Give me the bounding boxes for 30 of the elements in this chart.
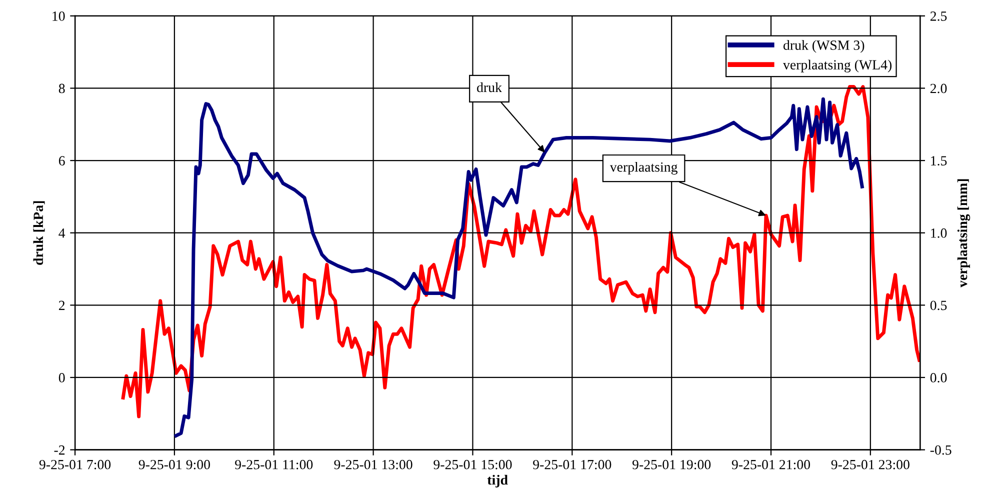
y-tick-label: 8 [58,84,65,94]
legend-label: druk (WSM 3) [783,40,864,53]
y2-tick-label: 0.0 [930,373,947,382]
x-tick-label: 9-25-01 17:00 [533,460,612,470]
x-tick-label: 9-25-01 9:00 [138,460,210,470]
x-tick-label: 9-25-01 13:00 [334,460,412,470]
x-tick-label: 9-25-01 15:00 [434,460,512,470]
y2-tick-label: 0.5 [930,300,947,310]
x-tick-label: 9-25-01 11:00 [235,460,313,470]
y-tick-label: -2 [54,445,65,455]
legend-label: verplaatsing (WL4) [782,60,892,72]
annotation: verplaatsing [610,162,678,175]
x-axis-title: tijd [487,474,508,488]
y2-tick-label: -0.5 [930,445,952,455]
x-tick-label: 9-25-01 7:00 [39,460,111,470]
y-axis-title: druk [kPa] [33,201,45,265]
y2-tick-label: 2.5 [930,12,947,21]
x-tick-label: 9-25-01 23:00 [831,460,910,470]
y2-tick-label: 1.5 [931,156,947,166]
y-tick-label: 0 [58,373,65,382]
annotation: druk [477,82,502,92]
y-tick-label: 10 [52,11,65,21]
y2-tick-label: 2.0 [930,84,947,94]
x-tick-label: 9-25-01 21:00 [732,460,810,470]
y-tick-label: 2 [58,300,65,310]
y2-axis-title: verplaatsing [mm] [957,179,970,288]
y-tick-label: 4 [58,228,66,238]
x-tick-label: 9-25-01 19:00 [632,460,711,470]
y2-tick-label: 1.0 [931,228,947,238]
y-tick-label: 6 [58,156,65,166]
